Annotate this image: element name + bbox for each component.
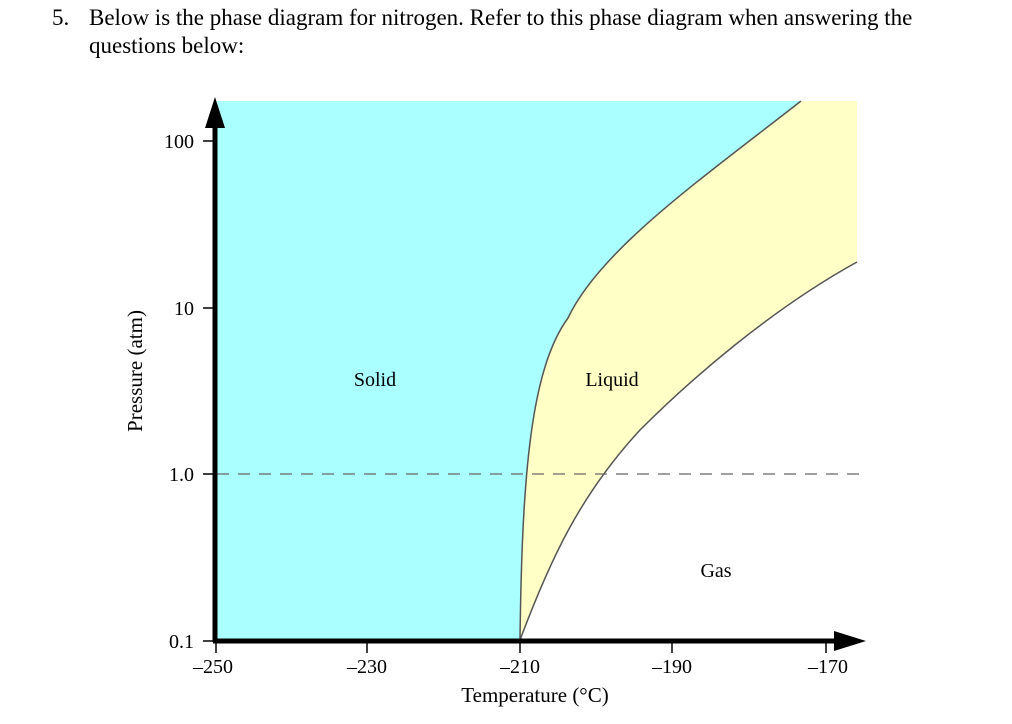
- y-axis-label: Pressure (atm): [123, 310, 147, 432]
- x-axis-label: Temperature (°C): [461, 683, 608, 707]
- x-tick-label: –190: [651, 656, 692, 678]
- question-text: Below is the phase diagram for nitrogen.…: [89, 5, 913, 58]
- y-tick-label: 0.1: [169, 631, 194, 653]
- liquid-label: Liquid: [585, 369, 638, 391]
- x-tick-label: –230: [346, 656, 387, 678]
- x-tick-label: –210: [499, 656, 540, 678]
- y-tick-label: 1.0: [169, 464, 194, 486]
- solid-label: Solid: [354, 369, 396, 391]
- question-number: 5.: [52, 5, 70, 30]
- x-axis-arrow-icon: [834, 631, 866, 651]
- solid-region: [217, 101, 801, 640]
- gas-label: Gas: [700, 560, 731, 582]
- y-axis-arrow-icon: [205, 97, 225, 128]
- y-tick-label: 10: [174, 298, 194, 320]
- y-tick-label: 100: [164, 131, 194, 153]
- x-tick-label: –250: [192, 656, 233, 678]
- solid-liquid-boundary: [519, 100, 802, 641]
- liquid-region: [520, 101, 857, 640]
- liquid-gas-boundary: [519, 261, 858, 641]
- x-tick-label: –170: [807, 656, 848, 678]
